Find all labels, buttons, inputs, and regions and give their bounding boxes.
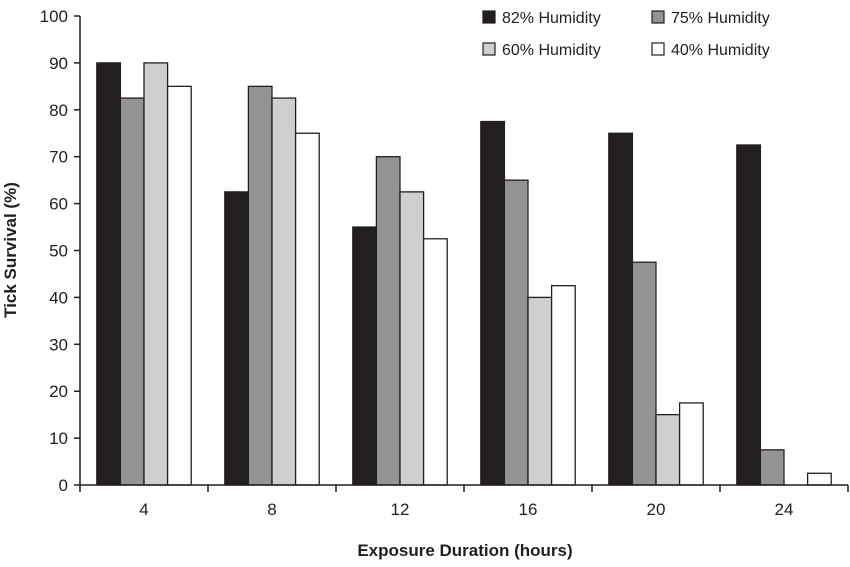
- y-tick-label: 20: [49, 382, 68, 401]
- legend-swatch: [482, 42, 496, 56]
- bar-82-humidity: [96, 62, 122, 486]
- y-tick-label: 60: [49, 195, 68, 214]
- y-tick-label: 100: [40, 7, 68, 26]
- bar-60-humidity: [271, 97, 297, 486]
- x-tick-label: 4: [139, 500, 148, 519]
- bar-75-humidity: [119, 97, 145, 486]
- x-axis-label: Exposure Duration (hours): [357, 541, 572, 560]
- legend-label: 75% Humidity: [671, 10, 770, 27]
- bar-75-humidity: [503, 179, 529, 486]
- bar-75-humidity: [375, 156, 401, 486]
- bar-82-humidity: [480, 120, 506, 486]
- y-tick-label: 80: [49, 101, 68, 120]
- bar-40-humidity: [166, 85, 192, 486]
- x-tick-label: 16: [519, 500, 538, 519]
- bar-40-humidity: [550, 285, 576, 486]
- bar-60-humidity: [655, 413, 681, 486]
- legend-swatch: [482, 10, 496, 24]
- y-tick-label: 50: [49, 242, 68, 261]
- bar-60-humidity: [143, 62, 169, 486]
- legend-swatch: [651, 42, 665, 56]
- legend-label: 82% Humidity: [502, 10, 601, 27]
- y-axis-label: Tick Survival (%): [1, 182, 20, 318]
- bar-82-humidity: [352, 226, 378, 486]
- bar-82-humidity: [608, 132, 634, 486]
- y-tick-label: 0: [59, 476, 68, 495]
- x-tick-label: 24: [775, 500, 794, 519]
- legend-label: 60% Humidity: [502, 42, 601, 59]
- x-tick-label: 20: [647, 500, 666, 519]
- y-tick-label: 90: [49, 54, 68, 73]
- legend-label: 40% Humidity: [671, 42, 770, 59]
- bar-60-humidity: [399, 191, 425, 486]
- bar-75-humidity: [631, 261, 657, 486]
- bar-40-humidity: [294, 132, 320, 486]
- bar-40-humidity: [678, 402, 704, 486]
- x-tick-label: 8: [267, 500, 276, 519]
- legend-swatch: [651, 10, 665, 24]
- bar-75-humidity: [247, 85, 273, 486]
- bar-40-humidity: [422, 238, 448, 486]
- bar-82-humidity: [224, 191, 250, 486]
- y-tick-label: 30: [49, 335, 68, 354]
- y-tick-label: 40: [49, 288, 68, 307]
- bar-60-humidity: [527, 296, 553, 486]
- x-tick-label: 12: [391, 500, 410, 519]
- bar-75-humidity: [759, 449, 785, 486]
- bar-82-humidity: [736, 144, 762, 486]
- y-tick-label: 70: [49, 148, 68, 167]
- y-tick-label: 10: [49, 429, 68, 448]
- bar-40-humidity: [806, 472, 832, 486]
